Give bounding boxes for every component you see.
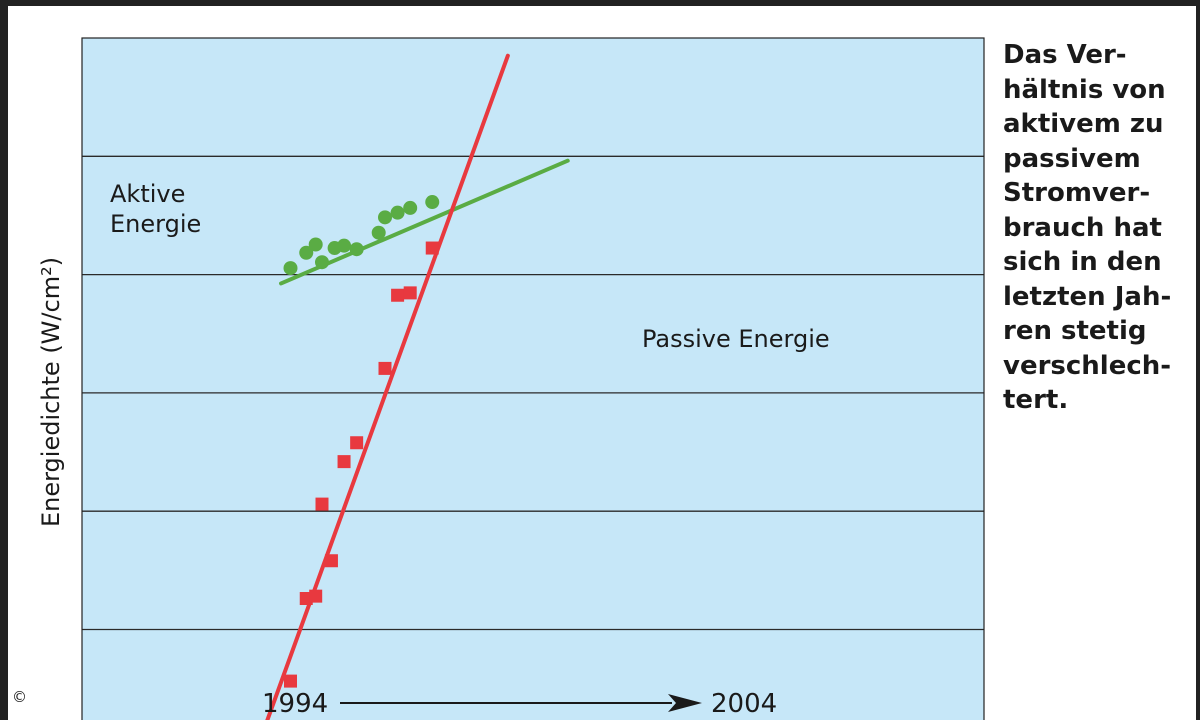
aktive-data-point [371, 225, 386, 240]
passive-data-point [315, 497, 329, 511]
caption-line: Das Ver- [1003, 40, 1127, 70]
aktive-data-point [283, 261, 298, 276]
aktive-data-point [390, 205, 405, 220]
aktive-data-point [425, 195, 440, 210]
passive-data-point [324, 554, 338, 568]
caption-line: Stromver- [1003, 178, 1151, 208]
x-end-year: 2004 [711, 689, 777, 719]
aktive-data-point [337, 238, 352, 253]
passive-data-point [284, 674, 297, 688]
data-points [283, 195, 440, 688]
caption-line: sich in den [1003, 247, 1162, 277]
aktive-data-point [403, 200, 418, 215]
aktive-data-point [378, 210, 392, 225]
caption-line: brauch hat [1003, 212, 1162, 243]
caption-line: hältnis von [1003, 74, 1166, 105]
caption-line: tert. [1003, 385, 1069, 415]
passive-data-point [350, 436, 364, 450]
caption-line: ren stetig [1003, 316, 1147, 346]
plot-area [82, 38, 984, 720]
passive-data-point [378, 361, 392, 375]
passive-trend-line [265, 53, 510, 720]
aktive-data-point [349, 242, 364, 257]
caption-line: passivem [1003, 143, 1141, 174]
y-axis-label: Energiedichte (W/cm²) [37, 257, 65, 527]
caption-line: verschlech- [1003, 350, 1172, 381]
x-start-year: 1994 [262, 689, 328, 719]
caption-text: Das Ver- hältnis von aktivem zu passivem… [1003, 38, 1193, 418]
time-arrow-head [668, 694, 702, 712]
legend-label-passive: Passive Energie [642, 325, 830, 353]
passive-data-point [337, 455, 351, 469]
passive-data-point [309, 589, 323, 603]
legend-label-aktive-2: Energie [110, 210, 201, 238]
aktive-data-point [315, 255, 329, 270]
passive-data-point [391, 288, 405, 302]
gridlines [82, 155, 984, 631]
plot-border [81, 37, 985, 720]
aktive-data-point [299, 245, 314, 260]
caption-line: letzten Jah- [1003, 281, 1172, 312]
passive-data-point [403, 286, 417, 300]
aktive-data-point [308, 237, 323, 252]
legend-label-aktive-1: Aktive [110, 180, 185, 208]
passive-data-point [425, 241, 439, 255]
caption-line: aktivem zu [1003, 109, 1164, 139]
copyright-symbol: © [12, 688, 27, 706]
